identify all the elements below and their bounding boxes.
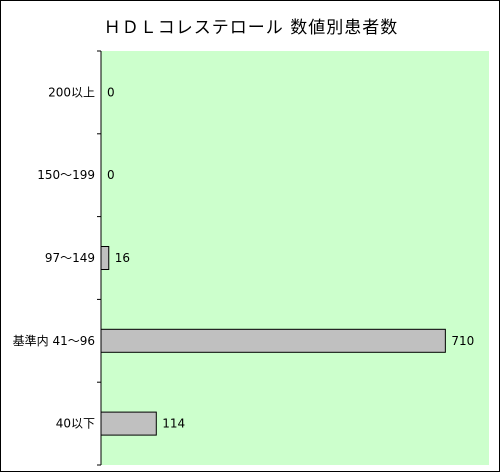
y-tick-label: 97～149 (45, 251, 95, 265)
data-label: 0 (107, 85, 115, 99)
bar (100, 411, 157, 436)
y-tick-label: 150～199 (37, 168, 95, 182)
y-tick-label: 200以上 (48, 85, 95, 99)
data-label: 16 (115, 251, 130, 265)
data-label: 114 (162, 417, 185, 431)
plot-area (101, 51, 489, 465)
chart-title: ＨＤＬコレステロール 数値別患者数 (103, 18, 399, 38)
bar (100, 328, 446, 353)
bar (100, 246, 110, 270)
data-label: 710 (451, 334, 474, 348)
data-label: 0 (107, 168, 115, 182)
y-tick-label: 40以下 (56, 417, 95, 431)
y-tick-label: 基準内 41～96 (13, 333, 95, 348)
